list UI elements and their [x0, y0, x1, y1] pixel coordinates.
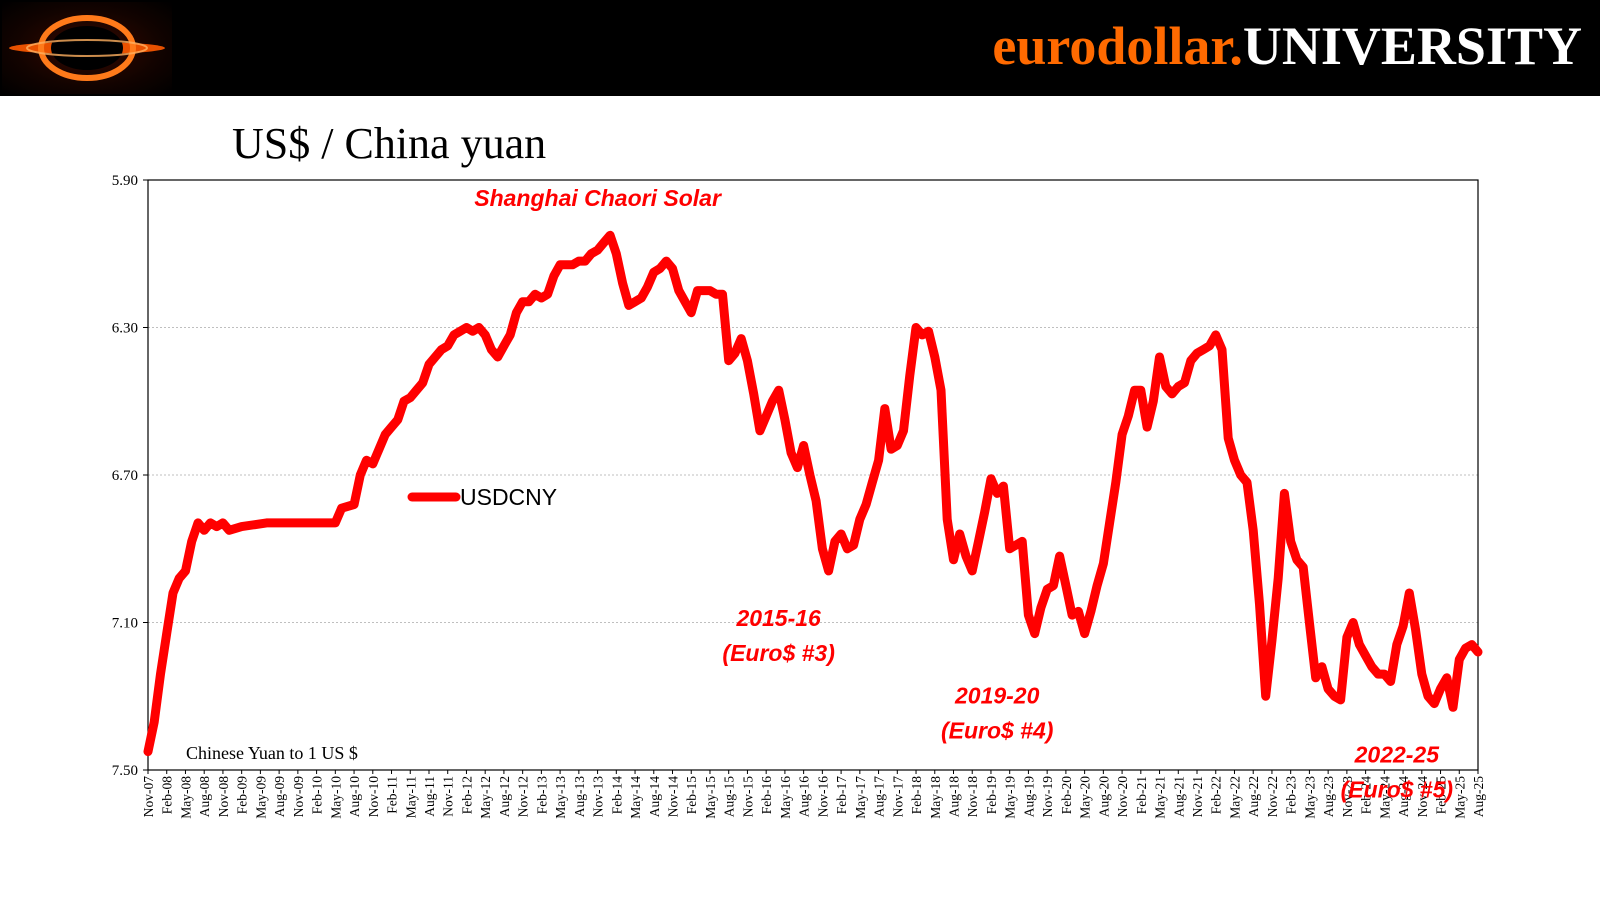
x-tick-label: Aug-12 [497, 776, 512, 817]
x-tick-label: Nov-08 [216, 776, 231, 817]
x-tick-label: May-12 [478, 776, 493, 819]
x-tick-label: Nov-15 [740, 776, 755, 817]
x-tick-label: Aug-19 [1021, 776, 1036, 817]
x-tick-label: Aug-13 [572, 776, 587, 817]
brand-part-2: UNIVERSITY [1242, 16, 1582, 76]
annotation-label: (Euro$ #4) [941, 718, 1053, 744]
x-tick-label: Aug-24 [1396, 776, 1411, 817]
x-tick-label: Feb-24 [1359, 776, 1374, 814]
x-tick-label: Aug-16 [797, 776, 812, 817]
x-tick-label: May-18 [928, 776, 943, 819]
x-tick-label: Aug-11 [422, 776, 437, 817]
x-tick-label: Nov-10 [366, 776, 381, 817]
legend-label: USDCNY [460, 484, 557, 510]
x-tick-label: May-13 [553, 776, 568, 819]
x-tick-label: Feb-16 [759, 776, 774, 814]
annotation-label: 2019-20 [954, 683, 1040, 709]
x-tick-label: Nov-24 [1415, 776, 1430, 817]
x-tick-label: Feb-15 [684, 776, 699, 814]
y-tick-label: 6.70 [112, 468, 138, 484]
x-tick-label: May-14 [628, 776, 643, 819]
x-tick-label: Feb-09 [235, 776, 250, 814]
x-tick-label: May-17 [853, 776, 868, 819]
y-tick-label: 6.30 [112, 321, 138, 337]
x-tick-label: Feb-20 [1059, 776, 1074, 814]
series-line-usdcny [143, 230, 1483, 757]
x-tick-label: Feb-13 [534, 776, 549, 814]
x-tick-label: Nov-16 [815, 776, 830, 817]
x-tick-label: May-23 [1302, 776, 1317, 819]
x-tick-label: Aug-10 [347, 776, 362, 817]
x-tick-label: Aug-18 [946, 776, 961, 817]
chart-title: US$ / China yuan [232, 119, 547, 168]
x-tick-label: May-19 [1003, 776, 1018, 819]
x-tick-label: Aug-23 [1321, 776, 1336, 817]
x-tick-label: Feb-21 [1134, 776, 1149, 814]
chart-note: Chinese Yuan to 1 US $ [186, 743, 358, 763]
x-tick-label: Feb-19 [984, 776, 999, 814]
x-tick-label: May-15 [703, 776, 718, 819]
x-tick-label: May-25 [1452, 776, 1467, 819]
x-tick-label: May-11 [403, 776, 418, 818]
x-tick-label: Nov-11 [441, 776, 456, 817]
x-tick-label: Nov-22 [1265, 776, 1280, 817]
x-tick-label: Aug-20 [1096, 776, 1111, 817]
x-tick-label: May-08 [178, 776, 193, 819]
x-tick-label: Feb-23 [1284, 776, 1299, 814]
x-tick-label: Nov-14 [666, 776, 681, 817]
x-tick-label: May-21 [1153, 776, 1168, 819]
brand-part-1: eurodollar. [992, 16, 1243, 76]
x-tick-label: Nov-07 [141, 776, 156, 817]
x-tick-label: Nov-19 [1040, 776, 1055, 817]
x-tick-label: Nov-21 [1190, 776, 1205, 817]
annotation-label: (Euro$ #5) [1341, 777, 1453, 803]
plot-area-border [147, 179, 1479, 771]
x-tick-label: Aug-17 [872, 776, 887, 817]
x-tick-label: Nov-09 [291, 776, 306, 817]
logo-graphic [9, 15, 165, 81]
header-banner: eurodollar.UNIVERSITY [0, 0, 1600, 96]
x-tick-label: Aug-08 [197, 776, 212, 817]
x-tick-label: May-22 [1227, 776, 1242, 819]
x-tick-label: Nov-13 [591, 776, 606, 817]
x-tick-label: May-10 [328, 776, 343, 819]
x-tick-label: Feb-18 [909, 776, 924, 814]
x-tick-label: Aug-22 [1246, 776, 1261, 817]
x-tick-label: Feb-08 [160, 776, 175, 814]
x-tick-label: May-16 [778, 776, 793, 819]
x-tick-label: Feb-22 [1209, 776, 1224, 814]
x-tick-label: Feb-25 [1434, 776, 1449, 814]
x-tick-label: Feb-17 [834, 776, 849, 814]
x-tick-label: May-20 [1078, 776, 1093, 819]
y-tick-label: 7.50 [112, 763, 138, 779]
x-tick-label: Nov-23 [1340, 776, 1355, 817]
x-tick-label: Aug-15 [722, 776, 737, 817]
x-tick-label: Feb-14 [609, 776, 624, 814]
annotation-label: (Euro$ #3) [722, 640, 834, 666]
x-tick-label: Nov-12 [516, 776, 531, 817]
x-tick-label: Feb-12 [459, 776, 474, 814]
black-hole-icon [2, 2, 172, 94]
x-tick-label: Nov-20 [1115, 776, 1130, 817]
x-tick-label: Nov-18 [965, 776, 980, 817]
annotation-label: Shanghai Chaori Solar [474, 185, 722, 211]
x-tick-label: Feb-11 [385, 776, 400, 814]
annotation-label: 2022-25 [1354, 742, 1441, 768]
x-tick-label: May-09 [253, 776, 268, 819]
x-tick-label: Feb-10 [310, 776, 325, 814]
y-tick-label: 5.90 [112, 173, 138, 189]
y-tick-label: 7.10 [112, 616, 138, 632]
x-tick-label: May-24 [1377, 776, 1392, 819]
x-tick-label: Nov-17 [890, 776, 905, 817]
x-tick-label: Aug-09 [272, 776, 287, 817]
x-tick-label: Aug-14 [647, 776, 662, 817]
brand-title: eurodollar.UNIVERSITY [992, 14, 1582, 78]
annotation-label: 2015-16 [735, 605, 821, 631]
x-tick-label: Aug-25 [1471, 776, 1486, 817]
x-tick-label: Aug-21 [1171, 776, 1186, 817]
